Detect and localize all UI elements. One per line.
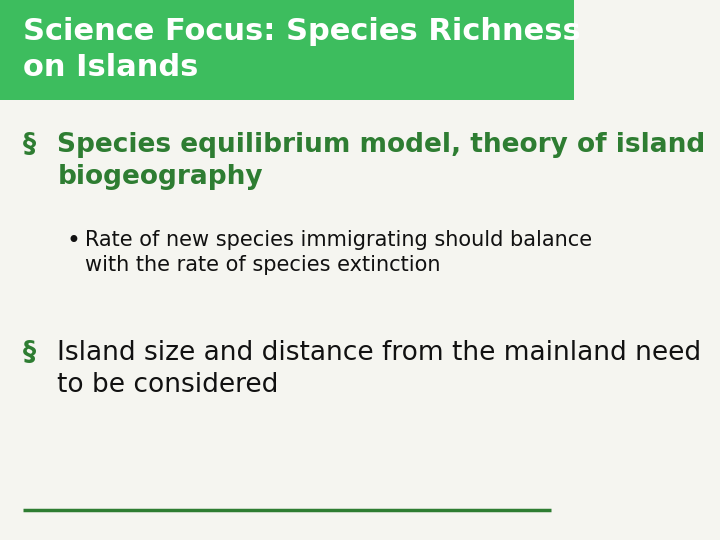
FancyBboxPatch shape (0, 0, 574, 100)
Text: §: § (23, 132, 36, 158)
Text: Science Focus: Species Richness
on Islands: Science Focus: Species Richness on Islan… (23, 17, 581, 83)
Text: Island size and distance from the mainland need
to be considered: Island size and distance from the mainla… (58, 340, 701, 398)
Text: •: • (66, 230, 80, 253)
Text: Species equilibrium model, theory of island
biogeography: Species equilibrium model, theory of isl… (58, 132, 706, 190)
Text: Rate of new species immigrating should balance
with the rate of species extincti: Rate of new species immigrating should b… (85, 230, 592, 275)
Text: §: § (23, 340, 36, 366)
